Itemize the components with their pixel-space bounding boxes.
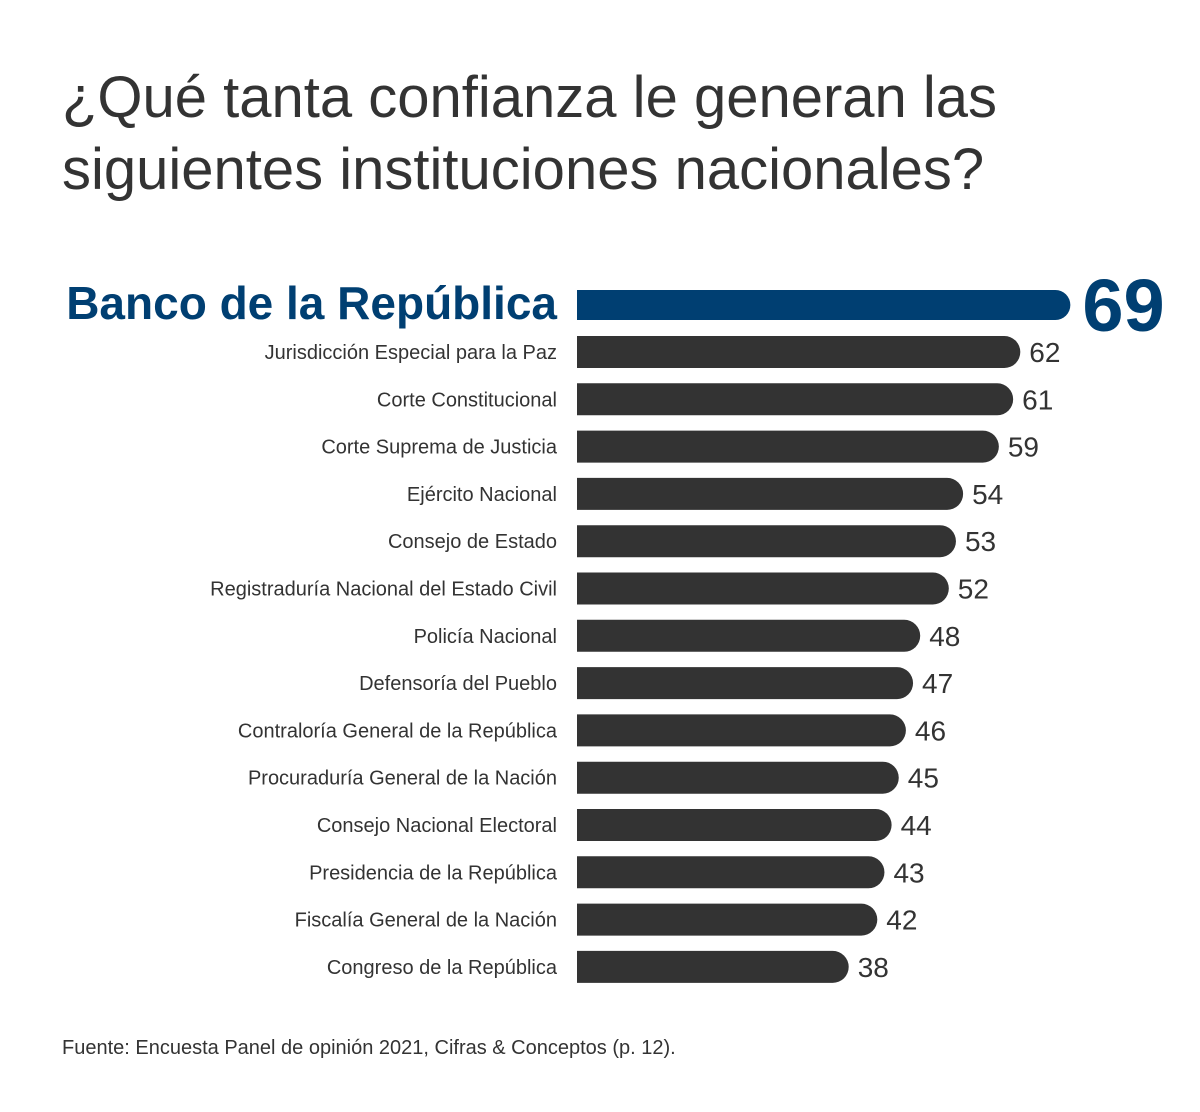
value-label: 48 (929, 621, 960, 652)
category-label: Policía Nacional (414, 626, 557, 648)
category-label: Registraduría Nacional del Estado Civil (210, 579, 557, 601)
bar (577, 619, 921, 652)
bar (577, 336, 1021, 368)
value-label: 54 (972, 479, 1003, 510)
value-label: 43 (893, 857, 924, 888)
bar (577, 525, 956, 558)
value-label: 47 (922, 668, 953, 699)
value-label: 61 (1022, 384, 1053, 415)
value-label: 44 (901, 810, 932, 841)
category-label: Jurisdicción Especial para la Paz (265, 342, 557, 364)
value-label: 45 (908, 763, 939, 794)
bar (577, 572, 949, 605)
category-label: Defensoría del Pueblo (359, 673, 557, 695)
category-label: Ejército Nacional (407, 484, 557, 506)
bar (577, 290, 1071, 320)
source-note: Fuente: Encuesta Panel de opinión 2021, … (62, 1037, 676, 1059)
bar (577, 714, 906, 747)
bar (577, 477, 964, 510)
category-label: Contraloría General de la República (238, 720, 558, 742)
category-label: Corte Suprema de Justicia (321, 437, 558, 459)
bar (577, 761, 899, 794)
value-label: 62 (1029, 337, 1060, 368)
bar (577, 383, 1014, 416)
category-label: Fiscalía General de la Nación (295, 910, 557, 932)
value-label: 59 (1008, 432, 1039, 463)
category-label: Consejo de Estado (388, 531, 557, 553)
value-label: 38 (858, 952, 889, 983)
value-label: 69 (1082, 264, 1164, 347)
value-label: 52 (958, 574, 989, 605)
category-label: Banco de la República (66, 277, 557, 329)
bar (577, 950, 849, 983)
category-label: Congreso de la República (327, 957, 558, 979)
value-label: 53 (965, 526, 996, 557)
value-label: 46 (915, 715, 946, 746)
bar (577, 809, 892, 841)
chart-title: ¿Qué tanta confianza le generan las sigu… (62, 65, 998, 202)
bar (577, 903, 878, 936)
category-label: Consejo Nacional Electoral (317, 815, 557, 837)
bar (577, 856, 885, 889)
category-label: Procuraduría General de la Nación (248, 768, 557, 790)
bar (577, 667, 914, 700)
value-label: 42 (886, 905, 917, 936)
category-label: Presidencia de la República (309, 862, 558, 884)
category-label: Corte Constitucional (377, 389, 557, 411)
bar (577, 430, 999, 463)
